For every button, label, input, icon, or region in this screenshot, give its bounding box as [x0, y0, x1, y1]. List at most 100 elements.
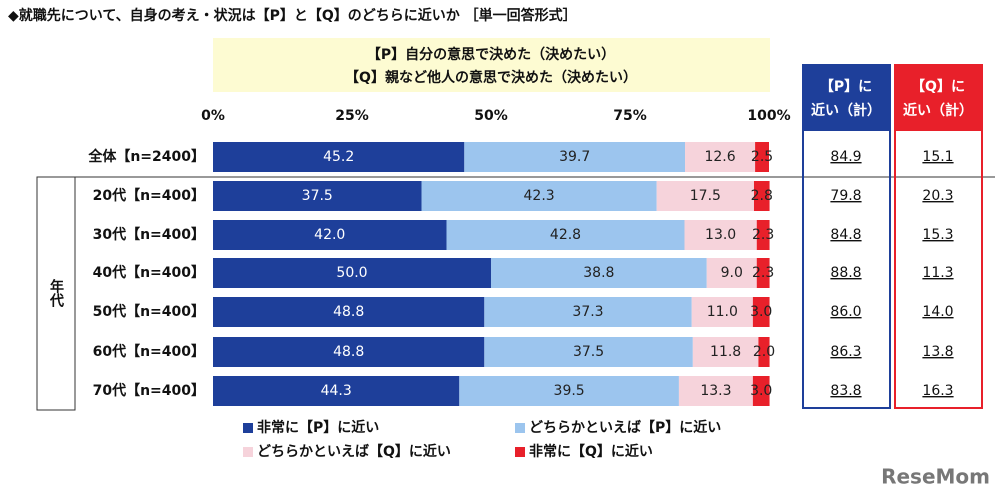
- value-label: 37.5: [302, 188, 333, 204]
- bar-segment: [213, 181, 422, 211]
- legend-swatch: [243, 423, 253, 433]
- value-label: 2.3: [752, 227, 774, 243]
- bar-segment: [756, 258, 770, 288]
- value-label: 9.0: [721, 265, 743, 281]
- y-tick-label: 60代【n=400】: [93, 343, 205, 360]
- bar-segment: [213, 142, 465, 172]
- legend-swatch: [515, 423, 525, 433]
- value-label: 45.2: [323, 149, 354, 165]
- value-label: 3.0: [750, 304, 772, 320]
- bar-segment: [752, 297, 770, 327]
- value-label: 2.0: [753, 344, 775, 360]
- bar-segment: [484, 297, 692, 327]
- note-line: 【P】自分の意思で決めた（決めたい）: [367, 46, 615, 63]
- total-value: 16.3: [922, 383, 953, 399]
- group-label: 年代: [48, 278, 65, 308]
- bar-segment: [685, 142, 756, 172]
- value-label: 3.0: [750, 383, 772, 399]
- x-tick-label: 100%: [747, 108, 790, 124]
- bar-segment: [459, 376, 679, 406]
- bar-segment: [752, 376, 770, 406]
- legend-swatch: [243, 447, 253, 457]
- total-value: 15.3: [922, 227, 953, 243]
- bar-segment: [756, 220, 770, 250]
- y-tick-label: 70代【n=400】: [93, 382, 205, 399]
- bar-segment: [213, 258, 491, 288]
- legend-label: どちらかといえば【Q】に近い: [257, 443, 451, 460]
- total-value: 84.8: [830, 227, 861, 243]
- value-label: 39.7: [559, 149, 590, 165]
- y-tick-label: 全体【n=2400】: [87, 148, 205, 165]
- y-tick-label: 50代【n=400】: [93, 303, 205, 320]
- chart-title: ◆就職先について、自身の考え・状況は【P】と【Q】のどちらに近いか ［単一回答形…: [8, 7, 577, 24]
- bar-segment: [213, 337, 485, 367]
- note-line: 【Q】親など他人の意思で決めた（決めたい）: [345, 69, 637, 86]
- watermark: ReseMom: [881, 465, 990, 489]
- total-value: 11.3: [922, 265, 953, 281]
- value-label: 50.0: [336, 265, 367, 281]
- total-value: 13.8: [922, 344, 953, 360]
- bar-segment: [491, 258, 707, 288]
- value-label: 39.5: [554, 383, 585, 399]
- group-box: [36, 176, 76, 411]
- bar-segment: [755, 142, 769, 172]
- value-label: 44.3: [321, 383, 352, 399]
- bar-segment: [213, 220, 447, 250]
- legend-swatch: [515, 447, 525, 457]
- legend-label: 非常に【P】に近い: [257, 419, 379, 436]
- value-label: 12.6: [704, 149, 735, 165]
- value-label: 42.0: [314, 227, 345, 243]
- total-header: 【P】に: [820, 79, 872, 95]
- y-tick-label: 40代【n=400】: [93, 264, 205, 281]
- value-label: 38.8: [583, 265, 614, 281]
- legend-label: 非常に【Q】に近い: [529, 443, 653, 460]
- total-header: 近い（計）: [903, 102, 973, 119]
- total-value: 20.3: [922, 188, 953, 204]
- value-label: 13.0: [705, 227, 736, 243]
- bar-segment: [656, 181, 754, 211]
- total-header: 近い（計）: [811, 102, 881, 119]
- note-box: [213, 38, 770, 92]
- y-tick-label: 20代【n=400】: [93, 187, 205, 204]
- value-label: 2.3: [752, 265, 774, 281]
- bar-segment: [758, 337, 770, 367]
- value-label: 2.8: [751, 188, 773, 204]
- value-label: 11.8: [710, 344, 741, 360]
- total-header: 【Q】に: [911, 79, 965, 95]
- x-tick-label: 75%: [613, 108, 647, 124]
- value-label: 11.0: [707, 304, 738, 320]
- x-tick-label: 0%: [201, 108, 225, 124]
- x-tick-label: 50%: [474, 108, 508, 124]
- bar-segment: [484, 337, 693, 367]
- value-label: 37.5: [573, 344, 604, 360]
- legend-label: どちらかといえば【P】に近い: [529, 419, 721, 436]
- bar-segment: [446, 220, 685, 250]
- value-label: 42.3: [524, 188, 555, 204]
- value-label: 2.5: [751, 149, 773, 165]
- value-label: 42.8: [550, 227, 581, 243]
- bar-segment: [678, 376, 753, 406]
- x-tick-label: 25%: [335, 108, 369, 124]
- bar-segment: [706, 258, 757, 288]
- bar-segment: [213, 297, 485, 327]
- total-header-bg: [803, 65, 890, 131]
- value-label: 48.8: [333, 304, 364, 320]
- bar-segment: [692, 337, 759, 367]
- total-value: 84.9: [830, 149, 861, 165]
- total-value: 15.1: [922, 149, 953, 165]
- total-value: 88.8: [830, 265, 861, 281]
- bar-segment: [691, 297, 753, 327]
- total-value: 14.0: [922, 304, 953, 320]
- total-value: 79.8: [830, 188, 861, 204]
- value-label: 48.8: [333, 344, 364, 360]
- bar-segment: [753, 181, 770, 211]
- total-value: 86.3: [830, 344, 861, 360]
- y-tick-label: 30代【n=400】: [93, 226, 205, 243]
- total-value: 83.8: [830, 383, 861, 399]
- bar-segment: [684, 220, 757, 250]
- total-header-bg: [895, 65, 982, 131]
- bar-segment: [421, 181, 657, 211]
- value-label: 17.5: [690, 188, 721, 204]
- value-label: 37.3: [572, 304, 603, 320]
